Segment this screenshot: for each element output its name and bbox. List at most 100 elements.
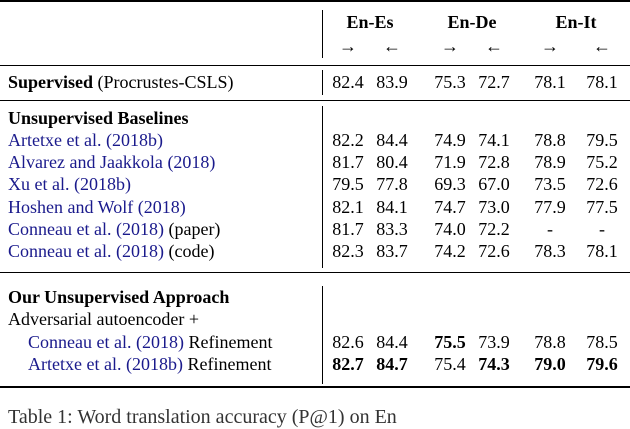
column-divider: [322, 70, 323, 95]
direction-arrow: →: [441, 36, 459, 56]
value-cell: 82.3: [332, 241, 364, 261]
citation-link[interactable]: Conneau et al.: [8, 218, 112, 239]
table-row: Artetxe et al. (2018b) 82.2 84.4 74.9 74.1 78…: [0, 129, 630, 151]
group-en-es: En-Es: [346, 12, 394, 32]
value-cell: 83.7: [376, 241, 408, 261]
value-cell: 72.2: [478, 218, 510, 239]
value-cell: 79.5: [586, 130, 618, 150]
section-title: Unsupervised Baselines: [8, 108, 189, 128]
method-label: Conneau et al. (2018) (paper): [8, 218, 221, 239]
value-cell: 74.9: [434, 130, 466, 150]
citation-year-link[interactable]: (2018b): [125, 354, 183, 375]
value-cell: 71.9: [434, 152, 466, 173]
bottom-rule: [0, 386, 630, 388]
value-cell: 73.5: [534, 174, 566, 195]
value-cell: 83.3: [376, 218, 408, 239]
value-cell: -: [547, 218, 553, 239]
value-cell: 84.1: [376, 196, 408, 217]
method-label: Conneau et al. (2018) Refinement: [28, 332, 273, 352]
column-divider: [322, 106, 323, 268]
value-cell: 81.7: [332, 152, 364, 173]
table-row: Alvarez and Jaakkola (2018) 81.7 80.4 71.9 7…: [0, 151, 630, 173]
value-cell: 84.4: [376, 130, 408, 150]
value-cell: 75.2: [586, 152, 618, 173]
citation-year-link[interactable]: (2018): [135, 332, 184, 352]
table-row: Conneau et al. (2018) (paper) 81.7 83.3 74.…: [0, 218, 630, 240]
citation-link[interactable]: Conneau et al.: [28, 332, 132, 352]
header-rule: [0, 65, 630, 66]
value-cell: 80.4: [376, 152, 408, 173]
section-rule: [0, 100, 630, 101]
method-label: Artetxe et al. (2018b) Refinement: [28, 354, 272, 375]
group-en-de: En-De: [447, 12, 497, 32]
value-cell: 79.6: [586, 354, 618, 375]
method-label: Conneau et al. (2018) (code): [8, 241, 215, 261]
value-cell: 69.3: [434, 174, 466, 195]
value-cell: 82.2: [332, 130, 364, 150]
value-cell: 78.3: [534, 241, 566, 261]
value-cell: 84.4: [376, 332, 408, 352]
table-row: Conneau et al. (2018) (code) 82.3 83.7 74.2…: [0, 240, 630, 262]
value-cell: 78.1: [586, 241, 618, 261]
value-cell: 67.0: [478, 174, 510, 195]
citation-year-link[interactable]: (2018b): [105, 130, 163, 150]
value-cell: 81.7: [332, 218, 364, 239]
direction-arrow: ←: [485, 36, 503, 56]
column-divider: [322, 286, 323, 384]
method-label: Artetxe et al. (2018b): [8, 129, 163, 151]
citation-year-link[interactable]: (2018): [115, 218, 164, 239]
citation-link[interactable]: Artetxe et al.: [8, 130, 102, 150]
top-rule: [0, 0, 630, 2]
table-caption: Table 1: Word translation accuracy (P@1)…: [8, 406, 397, 428]
value-cell: 73.0: [478, 196, 510, 217]
table-row: Hoshen and Wolf (2018) 82.1 84.1 74.7 73.0 77…: [0, 196, 630, 218]
method-label: Xu et al. (2018b): [8, 173, 131, 195]
method-label: Alvarez and Jaakkola (2018): [8, 151, 215, 173]
value-cell: 78.9: [534, 152, 566, 173]
citation-year-link[interactable]: (2018): [167, 152, 216, 173]
value-cell: 73.9: [478, 332, 510, 352]
value-cell: 77.8: [376, 174, 408, 195]
table-row: Supervised (Procrustes-CSLS) 82.4 83.9 7…: [8, 72, 618, 92]
value-cell: 74.3: [478, 354, 510, 375]
value-cell: 75.4: [434, 354, 466, 375]
direction-arrow: ←: [593, 36, 611, 56]
value-cell: 74.2: [434, 241, 466, 261]
direction-arrow: ←: [383, 36, 401, 56]
citation-link[interactable]: Xu et al.: [8, 174, 70, 195]
value-cell: 84.7: [376, 354, 408, 375]
citation-year-link[interactable]: (2018b): [73, 174, 131, 195]
header-directions: → ← → ← → ←: [0, 35, 630, 57]
table-row: Xu et al. (2018b) 79.5 77.8 69.3 67.0 73.5 72.…: [0, 173, 630, 195]
value-cell: 78.8: [534, 130, 566, 150]
citation-link[interactable]: Alvarez and Jaakkola: [8, 152, 163, 173]
value-cell: 77.5: [586, 196, 618, 217]
value-cell: 79.0: [534, 354, 566, 375]
value-cell: 82.7: [332, 354, 364, 375]
method-label: Hoshen and Wolf (2018): [8, 196, 186, 218]
column-divider: [322, 10, 323, 58]
value-cell: 79.5: [332, 174, 364, 195]
value-cell: 74.7: [434, 196, 466, 217]
table-row: Conneau et al. (2018) Refinement 82.6 84.4…: [0, 331, 630, 353]
value-cell: 82.6: [332, 332, 364, 352]
value-cell: 77.9: [534, 196, 566, 217]
citation-year-link[interactable]: (2018): [137, 196, 186, 217]
value-cell: 78.8: [534, 332, 566, 352]
value-cell: 82.1: [332, 196, 364, 217]
value-cell: 74.1: [478, 130, 510, 150]
section-rule: [0, 272, 630, 273]
citation-link[interactable]: Hoshen and Wolf: [8, 196, 134, 217]
direction-arrow: →: [339, 36, 357, 56]
citation-link[interactable]: Artetxe et al.: [28, 354, 122, 375]
citation-year-link[interactable]: (2018): [115, 241, 164, 261]
section-title: Our Unsupervised Approach: [8, 287, 230, 307]
value-cell: 72.6: [586, 174, 618, 195]
citation-link[interactable]: Conneau et al.: [8, 241, 112, 261]
value-cell: 72.8: [478, 152, 510, 173]
group-en-it: En-It: [555, 12, 597, 32]
value-cell: 75.5: [434, 332, 466, 352]
direction-arrow: →: [541, 36, 559, 56]
table-row: Artetxe et al. (2018b) Refinement 82.7 84.…: [0, 353, 630, 375]
value-cell: 74.0: [434, 218, 466, 239]
